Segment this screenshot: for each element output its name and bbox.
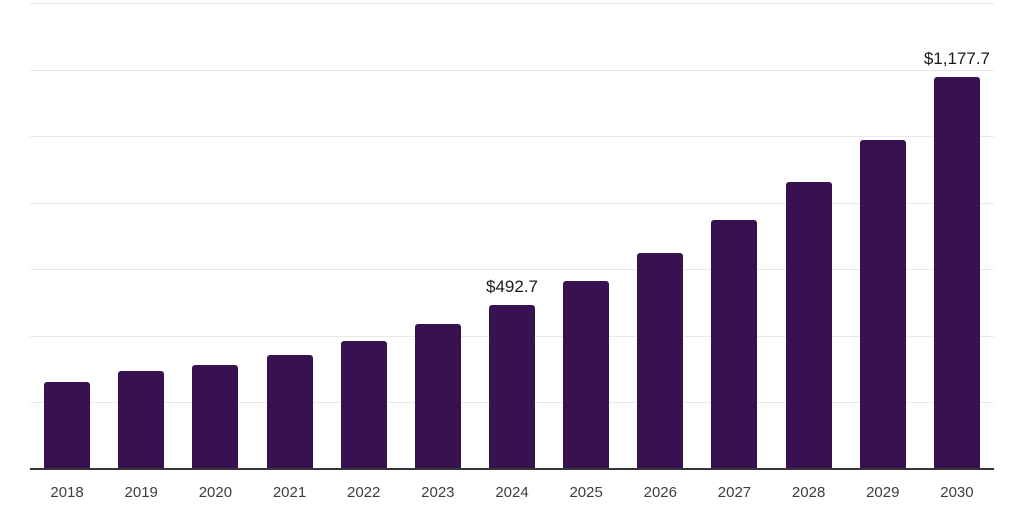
x-tick-2023: 2023 <box>421 484 455 501</box>
bar-2029 <box>859 140 906 469</box>
bar-2021 <box>266 354 313 469</box>
x-tick-2024: 2024 <box>495 484 529 501</box>
x-tick-2022: 2022 <box>347 484 381 501</box>
bar-2030 <box>933 76 980 469</box>
bar-2028 <box>785 182 832 469</box>
bar-2025 <box>563 281 610 469</box>
x-tick-2018: 2018 <box>50 484 84 501</box>
bar-2022 <box>340 340 387 469</box>
gridline-1000 <box>30 136 994 137</box>
x-tick-2025: 2025 <box>569 484 603 501</box>
bar-2026 <box>637 253 684 469</box>
x-tick-2019: 2019 <box>124 484 158 501</box>
value-label-2024: $492.7 <box>486 276 538 296</box>
x-tick-2029: 2029 <box>866 484 900 501</box>
value-label-2030: $1,177.7 <box>923 48 991 68</box>
gridline-1400 <box>30 3 994 4</box>
x-tick-2028: 2028 <box>791 484 826 501</box>
gridline-600 <box>30 269 994 270</box>
bar-2020 <box>192 364 239 469</box>
bar-2024 <box>489 304 535 469</box>
x-tick-2027: 2027 <box>717 484 752 501</box>
x-tick-2026: 2026 <box>643 484 677 501</box>
bar-2019 <box>118 371 165 469</box>
bar-2027 <box>711 220 758 469</box>
gridline-800 <box>30 202 994 204</box>
x-tick-2021: 2021 <box>272 484 307 501</box>
gridline-1200 <box>30 69 994 71</box>
x-tick-2020: 2020 <box>198 484 233 501</box>
bar-2023 <box>414 323 461 469</box>
x-tick-2030: 2030 <box>940 484 974 501</box>
x-axis-line <box>30 467 994 470</box>
bar-2018 <box>44 381 91 469</box>
